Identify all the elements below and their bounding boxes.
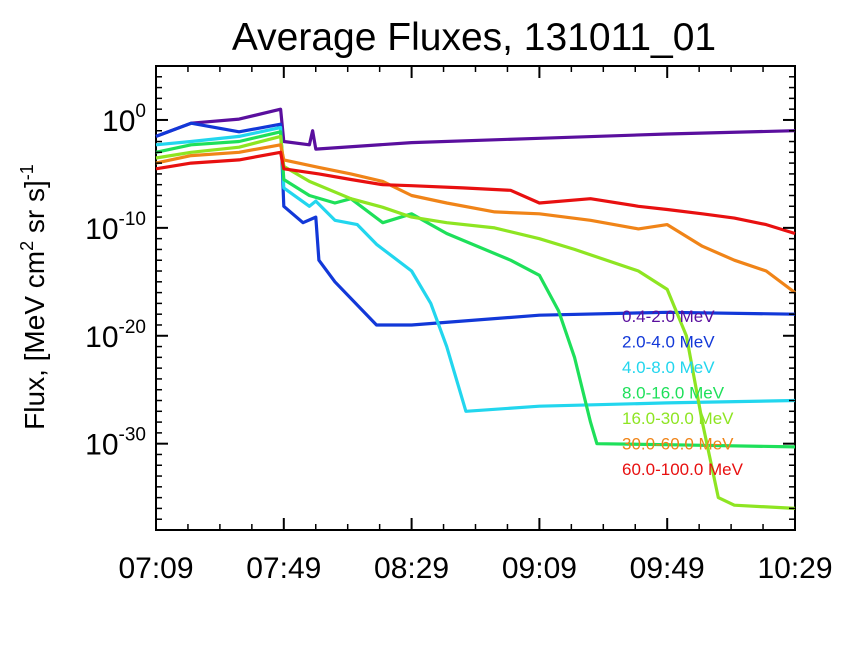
series-line-3 <box>155 125 796 413</box>
series-line-5 <box>155 134 796 510</box>
series-layer <box>155 107 796 510</box>
legend-item-6: 30.0-60.0 MeV <box>622 435 734 454</box>
legend-item-7: 60.0-100.0 MeV <box>622 460 744 479</box>
y-tick-label: 100 <box>102 101 146 138</box>
series-line-6 <box>155 143 796 294</box>
legend: 0.4-2.0 MeV 2.0-4.0 MeV 4.0-8.0 MeV 8.0-16.… <box>622 307 744 479</box>
legend-item-1: 0.4-2.0 MeV <box>622 307 715 326</box>
legend-item-5: 16.0-30.0 MeV <box>622 409 734 428</box>
y-tick-label: 10-10 <box>85 209 146 246</box>
series-line-4 <box>155 130 796 449</box>
legend-item-3: 4.0-8.0 MeV <box>622 358 715 377</box>
y-tick-label: 10-30 <box>85 425 146 462</box>
x-tick-label: 08:29 <box>374 552 449 585</box>
axis-layer: 07:09 07:49 08:29 09:09 09:49 10:29 100 10-10 10… <box>85 65 833 585</box>
x-tick-label: 07:09 <box>118 552 193 585</box>
series-line-1 <box>155 107 796 151</box>
x-tick-label: 07:49 <box>246 552 321 585</box>
legend-item-2: 2.0-4.0 MeV <box>622 333 715 352</box>
legend-item-4: 8.0-16.0 MeV <box>622 384 725 403</box>
chart-title: Average Fluxes, 131011_01 <box>232 16 716 59</box>
x-tick-label: 09:49 <box>630 552 705 585</box>
x-tick-label: 09:09 <box>502 552 577 585</box>
series-line-7 <box>155 150 796 236</box>
y-axis-label: Flux, [MeV cm2 sr s]-1 <box>17 164 50 430</box>
y-tick-label: 10-20 <box>85 317 146 354</box>
x-tick-label: 10:29 <box>757 552 832 585</box>
series-line-2 <box>155 121 796 327</box>
